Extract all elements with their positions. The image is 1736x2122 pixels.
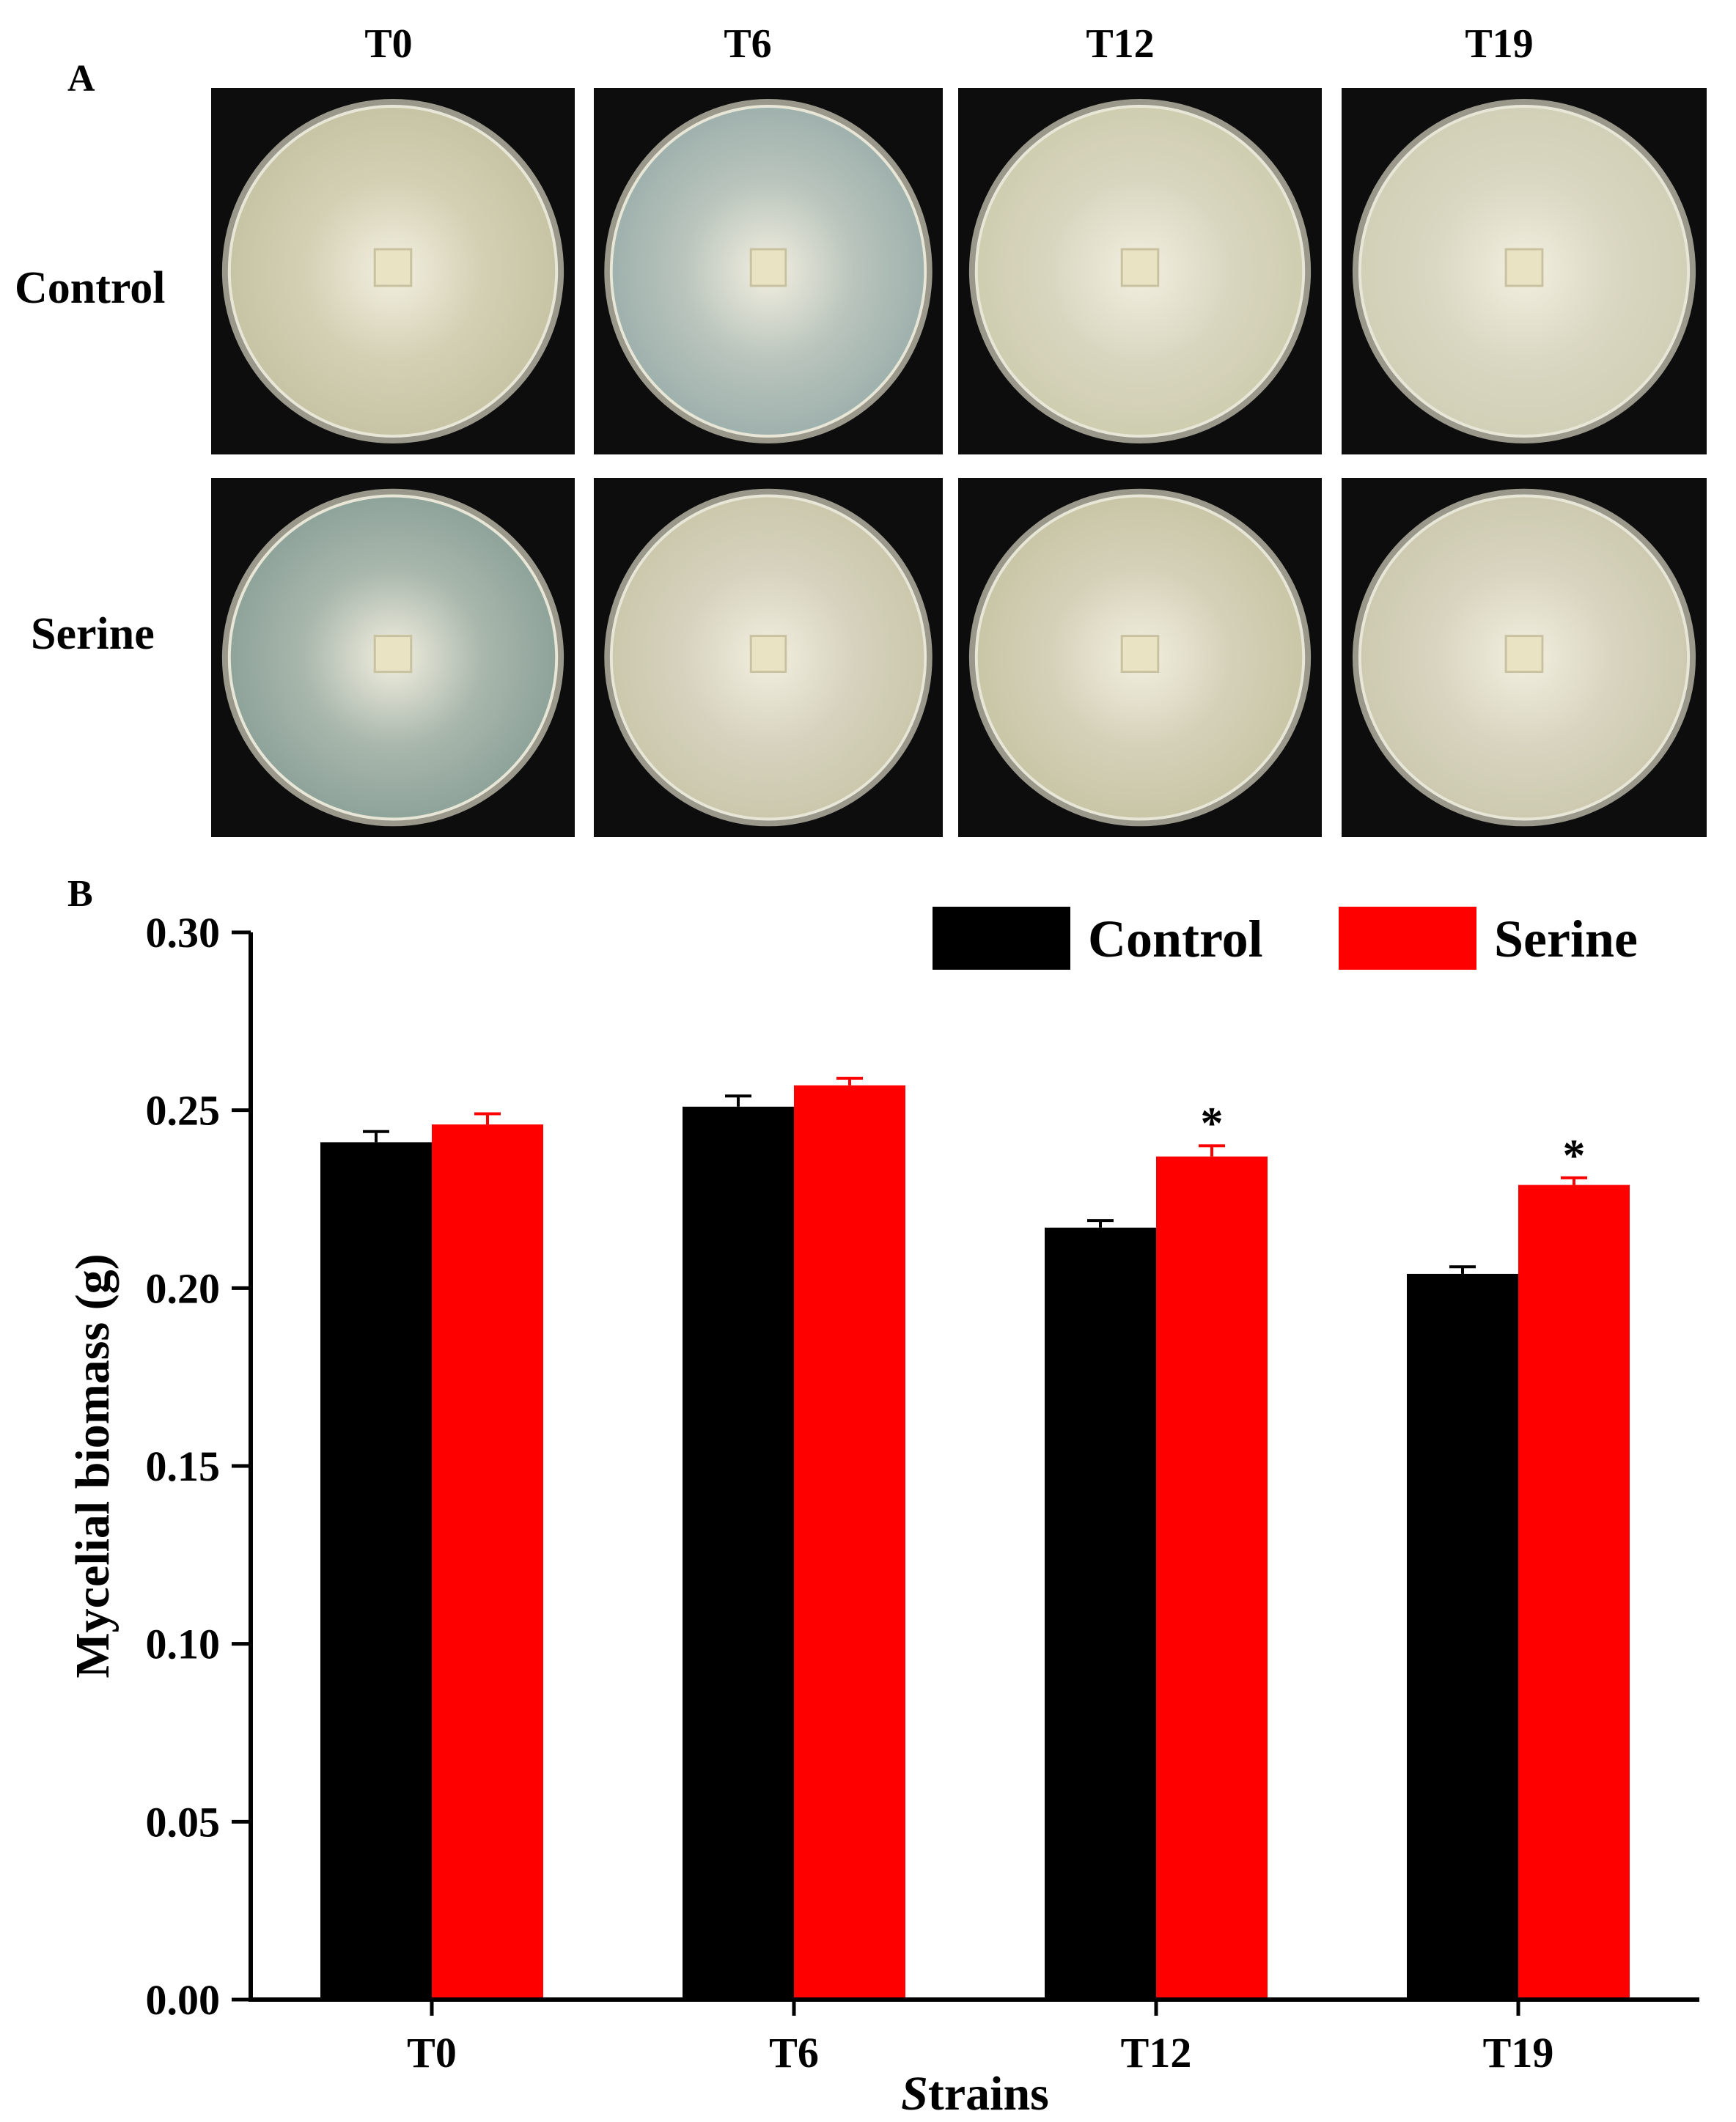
legend-label-serine: Serine (1494, 910, 1638, 968)
y-axis-title: Mycelial biomass (g) (66, 1253, 119, 1678)
bar-serine-t6 (794, 1085, 905, 2000)
panel-a-label: A (67, 58, 95, 100)
column-label-t0: T0 (364, 21, 413, 67)
bar-control-t19 (1407, 1273, 1518, 2000)
y-tick-label-2: 0.10 (146, 1621, 221, 1668)
axes-layer: T0 T6 T12 T19 0.00 0.05 0.10 0.15 0.20 0.25 0.30 My… (66, 909, 1699, 2121)
legend-swatch-control (933, 907, 1070, 970)
bar-control-t12 (1045, 1227, 1156, 2000)
x-tick-label-t19: T19 (1483, 2029, 1554, 2077)
petri-plate-control-t0 (211, 88, 575, 454)
panel-b-label: B (67, 873, 93, 915)
y-tick-label-4: 0.20 (146, 1264, 221, 1312)
bars-layer: ** (320, 1076, 1630, 2000)
bar-control-t6 (683, 1106, 794, 2000)
petri-plate-control-t6 (594, 88, 943, 454)
y-tick-label-3: 0.15 (146, 1443, 221, 1490)
petri-plate-control-t19 (1342, 88, 1707, 454)
legend-label-control: Control (1088, 910, 1263, 968)
petri-plate-serine-t19 (1342, 478, 1707, 837)
x-tick-label-t6: T6 (769, 2029, 819, 2077)
row-label-serine: Serine (31, 609, 155, 659)
y-tick-label-6: 0.30 (146, 909, 221, 957)
petri-plate-serine-t6 (594, 478, 943, 837)
significance-marker-t12: * (1201, 1099, 1224, 1149)
legend-swatch-serine (1339, 907, 1476, 970)
x-axis-title-rest: trains (928, 2067, 1049, 2121)
petri-plate-serine-t12 (958, 478, 1322, 837)
row-label-control: Control (15, 263, 166, 313)
petri-plate-control-t12 (958, 88, 1322, 454)
petri-plate-serine-t0 (211, 478, 575, 837)
x-axis-title: Strains (901, 2067, 1049, 2121)
bar-serine-t19 (1518, 1185, 1630, 2000)
column-label-t12: T12 (1086, 21, 1155, 67)
x-tick-label-t0: T0 (407, 2029, 457, 2077)
x-axis-title-prefix: S (901, 2067, 928, 2121)
bar-serine-t12 (1156, 1156, 1268, 2000)
column-label-t6: T6 (724, 21, 772, 67)
bar-serine-t0 (432, 1124, 543, 2000)
y-tick-label-1: 0.05 (146, 1798, 221, 1846)
legend: Control Serine (933, 907, 1638, 970)
bar-control-t0 (320, 1142, 432, 2000)
y-tick-label-0: 0.00 (146, 1976, 221, 2024)
y-tick-label-5: 0.25 (146, 1087, 221, 1135)
column-label-t19: T19 (1465, 21, 1534, 67)
x-tick-label-t12: T12 (1121, 2029, 1192, 2077)
significance-marker-t19: * (1563, 1131, 1586, 1181)
